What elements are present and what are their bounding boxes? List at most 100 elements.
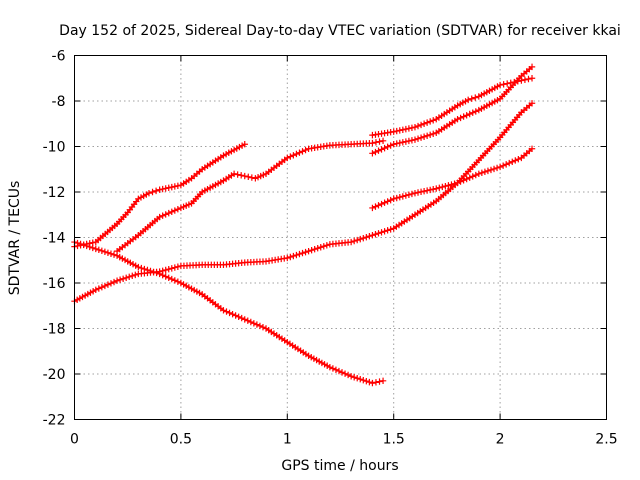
data-point — [430, 117, 437, 124]
data-point — [387, 142, 394, 149]
data-point — [174, 182, 182, 190]
data-point — [253, 321, 261, 328]
data-point — [378, 146, 385, 153]
data-point — [245, 173, 252, 181]
data-point — [168, 265, 175, 272]
data-point — [156, 186, 163, 193]
data-point — [396, 139, 403, 147]
data-point — [238, 314, 245, 322]
data-point — [171, 264, 179, 271]
data-point — [360, 234, 367, 242]
data-point — [499, 162, 507, 169]
data-point — [399, 193, 407, 200]
data-point — [290, 252, 297, 260]
data-point — [375, 202, 382, 209]
data-point — [171, 207, 179, 214]
data-point — [149, 188, 156, 196]
data-point — [113, 277, 121, 284]
data-point — [129, 272, 136, 280]
data-point — [381, 199, 388, 206]
data-point — [512, 157, 519, 164]
data-point — [411, 189, 419, 197]
data-point — [481, 168, 489, 176]
data-point — [135, 263, 142, 271]
data-point — [165, 265, 172, 273]
data-point — [250, 320, 258, 327]
data-point — [369, 150, 376, 157]
series-arc-f — [71, 100, 536, 305]
data-point — [381, 228, 388, 235]
data-point — [496, 81, 504, 89]
data-point — [366, 378, 373, 386]
data-point — [414, 122, 422, 130]
data-point — [293, 251, 300, 259]
data-point — [299, 148, 306, 155]
data-point — [472, 171, 479, 179]
data-point — [302, 248, 309, 256]
y-tick-label: -12 — [43, 185, 66, 201]
data-point — [381, 144, 388, 152]
y-tick-label: -14 — [43, 231, 66, 247]
series-line — [74, 102, 533, 302]
data-point — [174, 263, 182, 270]
data-point — [430, 130, 437, 138]
data-point — [332, 366, 340, 373]
data-point — [442, 182, 449, 190]
data-point — [384, 143, 391, 151]
data-point — [347, 238, 355, 246]
data-point — [468, 95, 475, 102]
data-point — [408, 124, 416, 132]
data-point — [302, 146, 309, 154]
data-point — [378, 200, 385, 208]
data-point — [472, 108, 479, 115]
data-point — [287, 153, 294, 160]
data-point — [448, 181, 455, 188]
data-point — [399, 139, 407, 146]
series-layer — [71, 63, 536, 387]
data-point — [350, 374, 358, 381]
data-point — [174, 206, 182, 213]
data-point — [326, 363, 334, 371]
series-arc-g — [369, 145, 536, 212]
data-point — [402, 125, 410, 133]
data-point — [107, 280, 115, 287]
data-point — [423, 132, 431, 139]
data-point — [457, 114, 464, 122]
data-point — [423, 187, 431, 194]
data-point — [290, 152, 297, 159]
data-point — [174, 278, 182, 285]
data-point — [426, 186, 434, 194]
data-point — [110, 278, 118, 286]
y-tick-label: -16 — [43, 276, 66, 292]
data-point — [119, 275, 127, 282]
data-point — [296, 149, 303, 156]
data-point — [525, 75, 532, 83]
data-point — [284, 154, 291, 162]
data-point — [469, 109, 476, 116]
data-point — [521, 76, 529, 83]
data-point — [171, 183, 179, 190]
x-tick-label: 0 — [70, 432, 79, 448]
y-tick-label: -18 — [43, 322, 66, 338]
chart-title: Day 152 of 2025, Sidereal Day-to-day VTE… — [59, 23, 621, 39]
data-point — [420, 133, 428, 140]
data-point — [317, 244, 324, 251]
data-point — [314, 245, 321, 252]
data-point — [464, 96, 472, 104]
data-point — [399, 126, 407, 133]
data-point — [484, 167, 492, 175]
data-point — [384, 198, 391, 205]
data-point — [503, 80, 511, 87]
data-point — [311, 246, 318, 253]
data-point — [259, 324, 267, 331]
data-point — [320, 243, 327, 250]
data-point — [411, 136, 419, 143]
series-line — [116, 140, 384, 252]
data-point — [457, 178, 464, 185]
data-point — [372, 139, 380, 146]
y-tick-label: -10 — [43, 140, 66, 156]
data-point — [375, 230, 382, 237]
data-point — [232, 312, 239, 319]
data-point — [460, 177, 467, 184]
data-point — [408, 137, 416, 144]
